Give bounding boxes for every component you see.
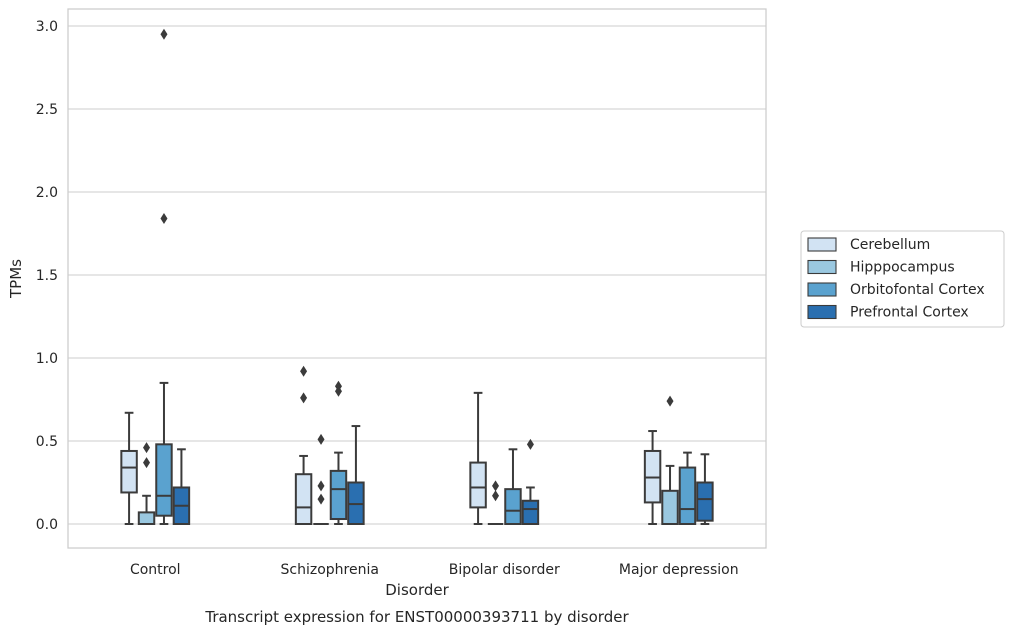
box-group — [696, 453, 714, 525]
y-tick-labels: 0.0 0.5 1.0 1.5 2.0 2.5 3.0 — [36, 19, 58, 533]
box — [329, 469, 348, 521]
box-group — [487, 480, 504, 525]
outlier-point — [492, 480, 500, 492]
legend-swatch — [807, 259, 837, 275]
box — [678, 466, 697, 525]
legend-swatch — [807, 304, 837, 320]
legend-frame — [800, 230, 1005, 328]
outlier-point — [666, 395, 674, 407]
outlier-point — [526, 438, 534, 450]
x-tick-label: Bipolar disorder — [449, 562, 560, 578]
outlier-point — [300, 392, 308, 404]
box-group — [172, 448, 191, 526]
boxes — [120, 28, 714, 526]
outlier-point — [300, 365, 308, 377]
y-tick-label: 1.0 — [36, 351, 58, 367]
outlier-point — [317, 493, 325, 505]
y-tick-label: 3.0 — [36, 19, 58, 35]
grid — [68, 25, 766, 525]
y-tick-label: 2.5 — [36, 102, 58, 118]
box-group — [313, 433, 329, 525]
y-axis-label: TPMs — [7, 259, 25, 299]
box-group — [120, 411, 138, 525]
box-group — [504, 448, 522, 526]
box-group — [294, 365, 313, 526]
x-tick-label: Major depression — [619, 562, 739, 578]
outlier-point — [317, 480, 325, 492]
plot-frame — [67, 8, 767, 549]
box-group — [329, 380, 348, 525]
outlier-point — [492, 490, 500, 502]
x-tick-label: Control — [130, 562, 181, 578]
outlier-point — [160, 28, 168, 40]
outlier-point — [334, 380, 342, 392]
legend-label: Hipppocampus — [850, 260, 955, 276]
box — [696, 481, 714, 522]
box-group — [155, 28, 173, 525]
y-tick-label: 1.5 — [36, 268, 58, 284]
box-group — [643, 430, 662, 525]
box — [120, 449, 138, 494]
box-group — [469, 391, 487, 525]
legend-label: Orbitofontal Cortex — [850, 282, 985, 298]
box — [469, 461, 487, 509]
x-tick-label: Schizophrenia — [281, 562, 379, 578]
box-group — [521, 438, 540, 526]
y-tick-label: 0.0 — [36, 517, 58, 533]
y-tick-label: 2.0 — [36, 185, 58, 201]
box-group — [661, 395, 679, 525]
legend-label: Cerebellum — [850, 237, 930, 253]
box — [137, 511, 156, 526]
outlier-point — [317, 433, 325, 445]
box — [521, 499, 540, 526]
box — [155, 443, 173, 517]
box-group — [347, 425, 365, 525]
x-axis-label: Disorder — [385, 581, 449, 599]
box — [504, 488, 522, 526]
box — [661, 489, 679, 525]
box — [294, 473, 313, 526]
outlier-point — [143, 442, 151, 454]
legend-label: Prefrontal Cortex — [850, 305, 969, 321]
legend-swatch — [807, 282, 837, 297]
box-group — [678, 451, 697, 525]
box-group — [137, 442, 156, 526]
chart-title: Transcript expression for ENST0000039371… — [204, 608, 629, 626]
x-tick-labels: Control Schizophrenia Bipolar disorder Majo… — [130, 562, 739, 578]
legend: Cerebellum Hipppocampus Orbitofontal Corte… — [800, 230, 1005, 328]
legend-swatch — [807, 237, 837, 252]
outlier-point — [160, 213, 168, 225]
outlier-point — [143, 457, 151, 469]
y-tick-label: 0.5 — [36, 434, 58, 450]
